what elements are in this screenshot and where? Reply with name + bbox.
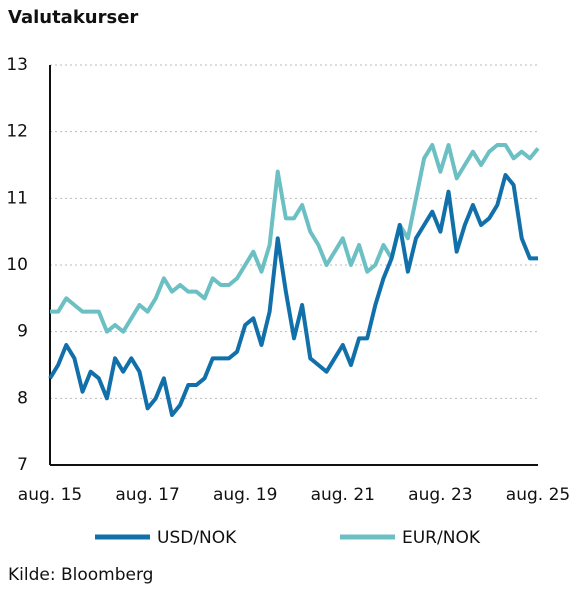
y-tick-label: 9	[17, 322, 28, 342]
y-tick-label: 13	[6, 55, 28, 75]
series-line	[50, 143, 540, 334]
source: Kilde: Bloomberg	[8, 565, 153, 585]
x-tick-label: aug. 15	[18, 485, 82, 505]
series-line	[48, 173, 538, 417]
legend-label: EUR/NOK	[402, 528, 481, 548]
y-tick-label: 8	[17, 388, 28, 408]
chart-title: Valutakurser	[8, 7, 138, 28]
y-tick-label: 12	[6, 122, 28, 142]
x-tick-label: aug. 19	[213, 485, 277, 505]
x-tick-label: aug. 23	[408, 485, 472, 505]
x-tick-label: aug. 21	[311, 485, 375, 505]
legend-label: USD/NOK	[157, 528, 237, 548]
x-tick-label: aug. 17	[115, 485, 179, 505]
y-tick-label: 10	[6, 255, 28, 275]
x-tick-label: aug. 25	[506, 485, 570, 505]
y-tick-label: 7	[17, 455, 28, 475]
y-tick-label: 11	[6, 188, 28, 208]
